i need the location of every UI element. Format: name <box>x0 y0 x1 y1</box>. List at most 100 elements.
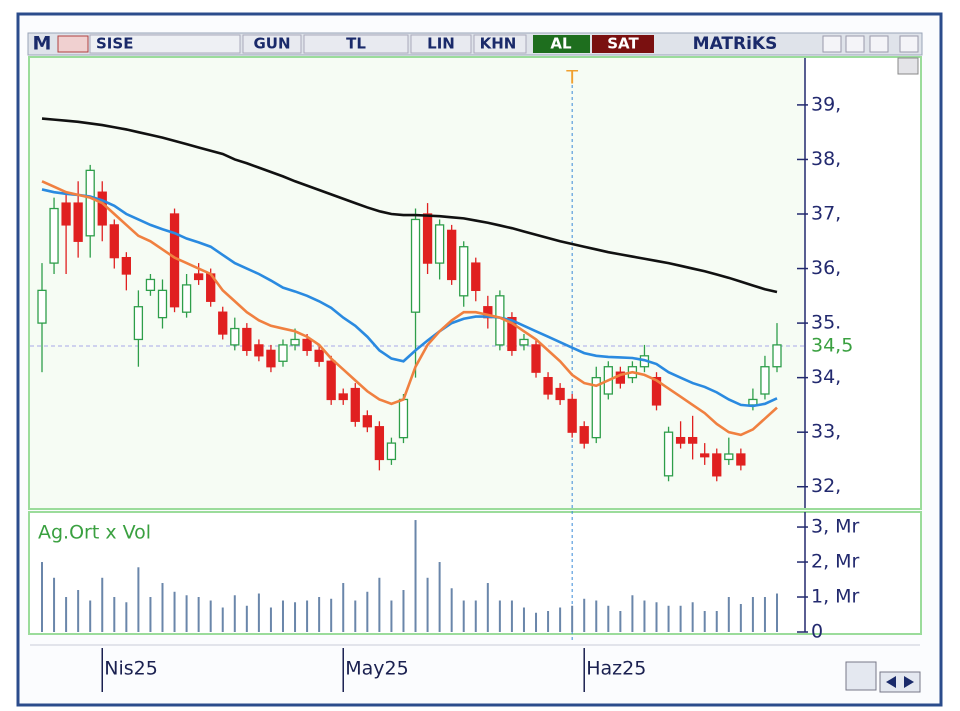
scroll-arrows[interactable] <box>886 676 914 688</box>
style-button[interactable] <box>473 34 527 54</box>
scale-button[interactable] <box>410 34 472 54</box>
volume-bar <box>715 611 718 632</box>
volume-bar <box>125 602 128 632</box>
volume-bar <box>149 597 152 632</box>
period-button[interactable] <box>242 34 302 54</box>
volume-bar <box>619 611 622 632</box>
scale[interactable]: LIN <box>427 35 455 53</box>
candle-body <box>193 273 204 281</box>
sell-button[interactable] <box>592 35 654 53</box>
buy[interactable]: AL <box>550 35 572 53</box>
currency[interactable]: TL <box>346 35 366 53</box>
volume-bar <box>571 605 574 632</box>
candle-body <box>748 398 758 406</box>
refresh-button[interactable] <box>845 661 877 691</box>
volume-bar <box>245 605 248 632</box>
candle-body <box>712 453 722 477</box>
candle-body <box>230 327 240 346</box>
volume-bar <box>53 577 56 632</box>
y-tick-label: 32, <box>811 475 841 497</box>
candle-body <box>85 169 95 237</box>
candle-body <box>398 398 409 439</box>
volume-bar <box>185 595 188 632</box>
panel-button[interactable] <box>897 57 919 75</box>
moving-average <box>41 188 778 408</box>
close-button[interactable] <box>899 35 919 53</box>
volume-bar <box>751 597 754 632</box>
sell[interactable]: SAT <box>607 35 639 53</box>
volume-bar <box>763 597 766 632</box>
candle-body <box>663 431 674 477</box>
volume-bar <box>197 597 200 632</box>
candle-body <box>772 344 782 368</box>
candle-body <box>447 229 457 281</box>
y-tick-label: 2, Mr <box>811 551 860 573</box>
volume-bar <box>486 583 489 632</box>
volume-bar <box>703 611 706 632</box>
volume-bar <box>535 612 538 632</box>
candle-body <box>121 256 131 275</box>
volume-bar <box>559 607 562 632</box>
period[interactable]: GUN <box>253 35 290 53</box>
style[interactable]: KHN <box>480 35 517 53</box>
minimize-button[interactable] <box>845 35 865 53</box>
volume-bar <box>727 597 730 632</box>
volume-bar <box>498 600 501 632</box>
candle-body <box>688 436 698 444</box>
logo: M <box>33 33 52 55</box>
candle-body <box>591 376 601 439</box>
volume-bar <box>113 597 116 632</box>
candle-body <box>254 344 264 357</box>
volume-bar <box>101 577 104 632</box>
candle-body <box>760 366 770 395</box>
logo-icon <box>57 35 89 53</box>
volume-bar <box>257 593 260 632</box>
volume-bar <box>77 590 80 632</box>
candle-body <box>374 426 385 461</box>
volume-bar <box>137 567 140 632</box>
y-tick-label: 1, Mr <box>811 586 860 608</box>
volume-bar <box>233 595 236 632</box>
x-tick-label: Haz25 <box>586 658 646 680</box>
volume-bar <box>354 600 357 632</box>
maximize-button[interactable] <box>869 35 889 53</box>
candle-body <box>422 213 433 264</box>
y-tick-label: 35. <box>811 312 841 334</box>
volume-bar <box>655 602 658 632</box>
y-tick-label: 0 <box>811 621 823 643</box>
volume-bar <box>173 591 176 632</box>
candle-body <box>350 387 360 422</box>
scroll-buttons[interactable] <box>879 671 921 693</box>
volume-bar <box>595 600 598 632</box>
candle-body <box>471 262 481 292</box>
volume-bar <box>691 602 694 632</box>
symbol[interactable]: SISE <box>96 35 133 53</box>
currency-button[interactable] <box>303 34 409 54</box>
candle-body <box>507 316 517 352</box>
candle-body <box>555 387 565 401</box>
candle-body <box>278 344 288 362</box>
x-tick-label: Nis25 <box>104 658 158 680</box>
candle-body <box>338 393 348 401</box>
candle-body <box>181 284 192 313</box>
volume-bar <box>450 588 453 632</box>
candle-body <box>651 376 662 406</box>
y-tick-label: 37, <box>811 203 841 225</box>
candle-body <box>290 338 300 346</box>
candle-body <box>531 344 541 373</box>
candle-body <box>73 202 83 242</box>
candle-body <box>434 224 445 264</box>
volume-bar <box>209 600 212 632</box>
candle-body <box>37 289 47 324</box>
volume-bar <box>269 607 272 632</box>
candle-body <box>495 295 505 346</box>
symbol-box[interactable] <box>89 34 241 54</box>
buy-button[interactable] <box>533 35 590 53</box>
volume-bar <box>294 602 297 632</box>
volume-bar <box>41 562 43 632</box>
candle-body <box>386 442 397 461</box>
y-tick-label: 36, <box>811 257 841 279</box>
candle-body <box>169 213 180 308</box>
candle-body <box>326 360 336 401</box>
menu-button[interactable] <box>822 35 842 53</box>
